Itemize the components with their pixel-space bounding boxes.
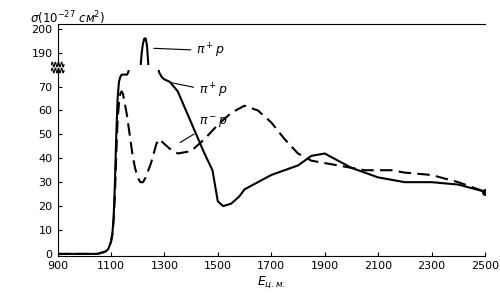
Text: $\pi^-p$: $\pi^-p$ (180, 115, 228, 142)
Text: $\pi^+p$: $\pi^+p$ (170, 82, 228, 100)
X-axis label: $E_{ц.м.}$: $E_{ц.м.}$ (257, 275, 286, 291)
Text: $\sigma(10^{-27}$ см$^2)$: $\sigma(10^{-27}$ см$^2)$ (30, 9, 105, 27)
Text: $\pi^+p$: $\pi^+p$ (154, 41, 225, 60)
